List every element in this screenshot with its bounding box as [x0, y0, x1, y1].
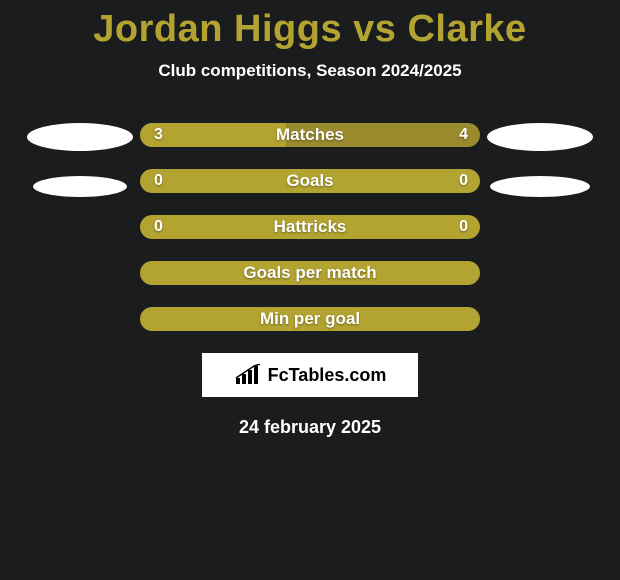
stat-bar-mpg: Min per goal	[140, 307, 480, 331]
left-avatar-col	[20, 123, 140, 197]
stat-bars: 3 Matches 4 0 Goals 0 0 Hattricks 0 Goal…	[140, 123, 480, 331]
brand-inner: FcTables.com	[234, 364, 387, 386]
stat-bar-matches: 3 Matches 4	[140, 123, 480, 147]
chart-icon	[234, 364, 262, 386]
avatar-ellipse-large	[27, 123, 133, 151]
subtitle: Club competitions, Season 2024/2025	[158, 61, 461, 81]
page-title: Jordan Higgs vs Clarke	[93, 8, 526, 51]
avatar-ellipse-small	[33, 176, 127, 197]
right-avatar-col	[480, 123, 600, 197]
stat-label: Hattricks	[140, 217, 480, 237]
stats-row: 3 Matches 4 0 Goals 0 0 Hattricks 0 Goal…	[0, 123, 620, 331]
avatar-ellipse-large	[487, 123, 593, 151]
comparison-card: Jordan Higgs vs Clarke Club competitions…	[0, 0, 620, 438]
stat-label: Goals per match	[140, 263, 480, 283]
brand-text: FcTables.com	[268, 365, 387, 386]
stat-bar-goals: 0 Goals 0	[140, 169, 480, 193]
stat-label: Matches	[140, 125, 480, 145]
stat-bar-gpm: Goals per match	[140, 261, 480, 285]
stat-bar-hattricks: 0 Hattricks 0	[140, 215, 480, 239]
avatar-ellipse-small	[490, 176, 590, 197]
date-label: 24 february 2025	[239, 417, 381, 438]
brand-badge: FcTables.com	[202, 353, 418, 397]
stat-label: Min per goal	[140, 309, 480, 329]
stat-label: Goals	[140, 171, 480, 191]
